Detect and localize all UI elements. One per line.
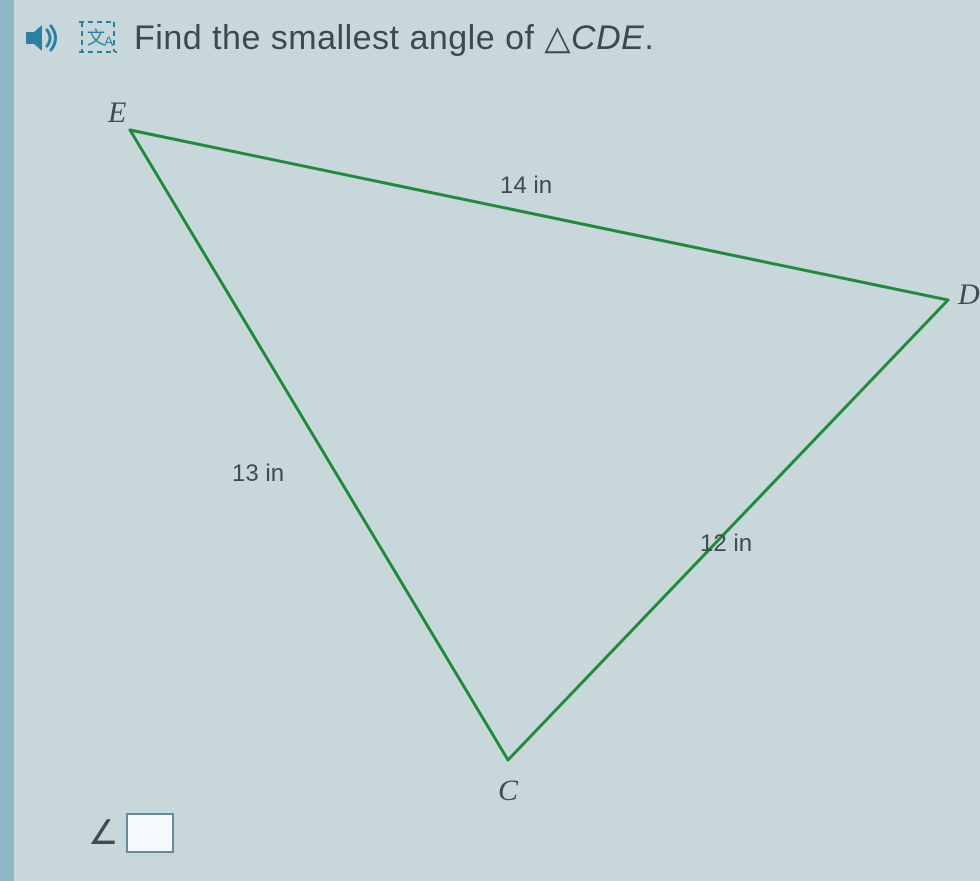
answer-input-box[interactable] <box>126 813 174 853</box>
triangle-shape <box>130 130 948 760</box>
side-label: 14 in <box>500 172 552 200</box>
translate-icon[interactable]: 文 A <box>76 19 120 57</box>
side-label: 13 in <box>232 460 284 488</box>
question-suffix: . <box>644 19 654 57</box>
triangle-symbol: △ <box>544 19 571 57</box>
question-prefix: Find the smallest angle of <box>134 19 544 57</box>
question-header: 文 A Find the smallest angle of △CDE. <box>0 0 980 68</box>
side-label: 12 in <box>700 530 752 558</box>
triangle-svg <box>0 80 980 820</box>
question-text: Find the smallest angle of △CDE. <box>134 18 654 58</box>
angle-symbol: ∠ <box>88 813 118 853</box>
vertex-label-e: E <box>108 96 126 130</box>
vertex-label-c: C <box>498 774 518 808</box>
answer-row: ∠ <box>88 813 174 853</box>
svg-text:A: A <box>104 33 114 49</box>
translate-glyph: 文 <box>87 28 105 48</box>
speaker-icon[interactable] <box>22 21 62 55</box>
vertex-label-d: D <box>958 278 980 312</box>
diagram-area: E D C 14 in 12 in 13 in <box>0 80 980 820</box>
triangle-name: CDE <box>571 19 644 57</box>
